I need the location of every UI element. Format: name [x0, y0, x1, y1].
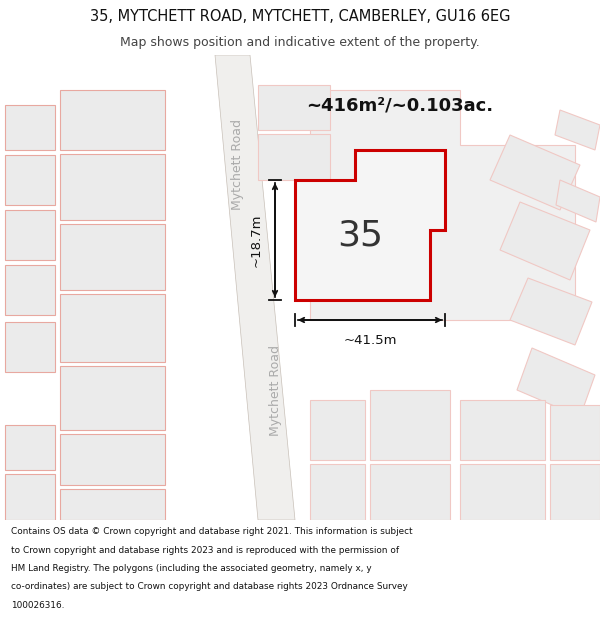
Polygon shape [258, 85, 330, 130]
Polygon shape [60, 154, 165, 220]
Polygon shape [215, 55, 295, 520]
Polygon shape [258, 134, 330, 180]
Polygon shape [5, 322, 55, 372]
Polygon shape [60, 224, 165, 290]
Polygon shape [5, 474, 55, 520]
Polygon shape [490, 135, 580, 210]
Polygon shape [310, 464, 365, 520]
Polygon shape [5, 265, 55, 315]
Polygon shape [517, 348, 595, 417]
Polygon shape [60, 90, 165, 150]
Text: Mytchett Road: Mytchett Road [269, 344, 281, 436]
Polygon shape [550, 464, 600, 520]
Polygon shape [5, 425, 55, 470]
Polygon shape [510, 278, 592, 345]
Text: to Crown copyright and database rights 2023 and is reproduced with the permissio: to Crown copyright and database rights 2… [11, 546, 399, 555]
Polygon shape [556, 180, 600, 222]
Polygon shape [5, 210, 55, 260]
Polygon shape [555, 110, 600, 150]
Polygon shape [310, 400, 365, 460]
Polygon shape [460, 400, 545, 460]
Polygon shape [370, 464, 450, 520]
Polygon shape [370, 390, 450, 460]
Polygon shape [295, 150, 445, 300]
Polygon shape [310, 90, 575, 320]
Polygon shape [60, 366, 165, 430]
Text: ~18.7m: ~18.7m [250, 213, 263, 267]
Polygon shape [5, 105, 55, 150]
Text: co-ordinates) are subject to Crown copyright and database rights 2023 Ordnance S: co-ordinates) are subject to Crown copyr… [11, 582, 407, 591]
Polygon shape [550, 405, 600, 460]
Polygon shape [60, 434, 165, 485]
Polygon shape [5, 155, 55, 205]
Polygon shape [60, 489, 165, 520]
Polygon shape [500, 202, 590, 280]
Polygon shape [460, 464, 545, 520]
Text: Map shows position and indicative extent of the property.: Map shows position and indicative extent… [120, 36, 480, 49]
Text: 100026316.: 100026316. [11, 601, 64, 610]
Text: ~41.5m: ~41.5m [343, 334, 397, 347]
Text: HM Land Registry. The polygons (including the associated geometry, namely x, y: HM Land Registry. The polygons (includin… [11, 564, 371, 573]
Text: 35: 35 [337, 218, 383, 252]
Text: Contains OS data © Crown copyright and database right 2021. This information is : Contains OS data © Crown copyright and d… [11, 528, 412, 536]
Text: 35, MYTCHETT ROAD, MYTCHETT, CAMBERLEY, GU16 6EG: 35, MYTCHETT ROAD, MYTCHETT, CAMBERLEY, … [90, 9, 510, 24]
Text: ~416m²/~0.103ac.: ~416m²/~0.103ac. [307, 96, 494, 114]
Text: Mytchett Road: Mytchett Road [230, 119, 244, 211]
Polygon shape [60, 294, 165, 362]
